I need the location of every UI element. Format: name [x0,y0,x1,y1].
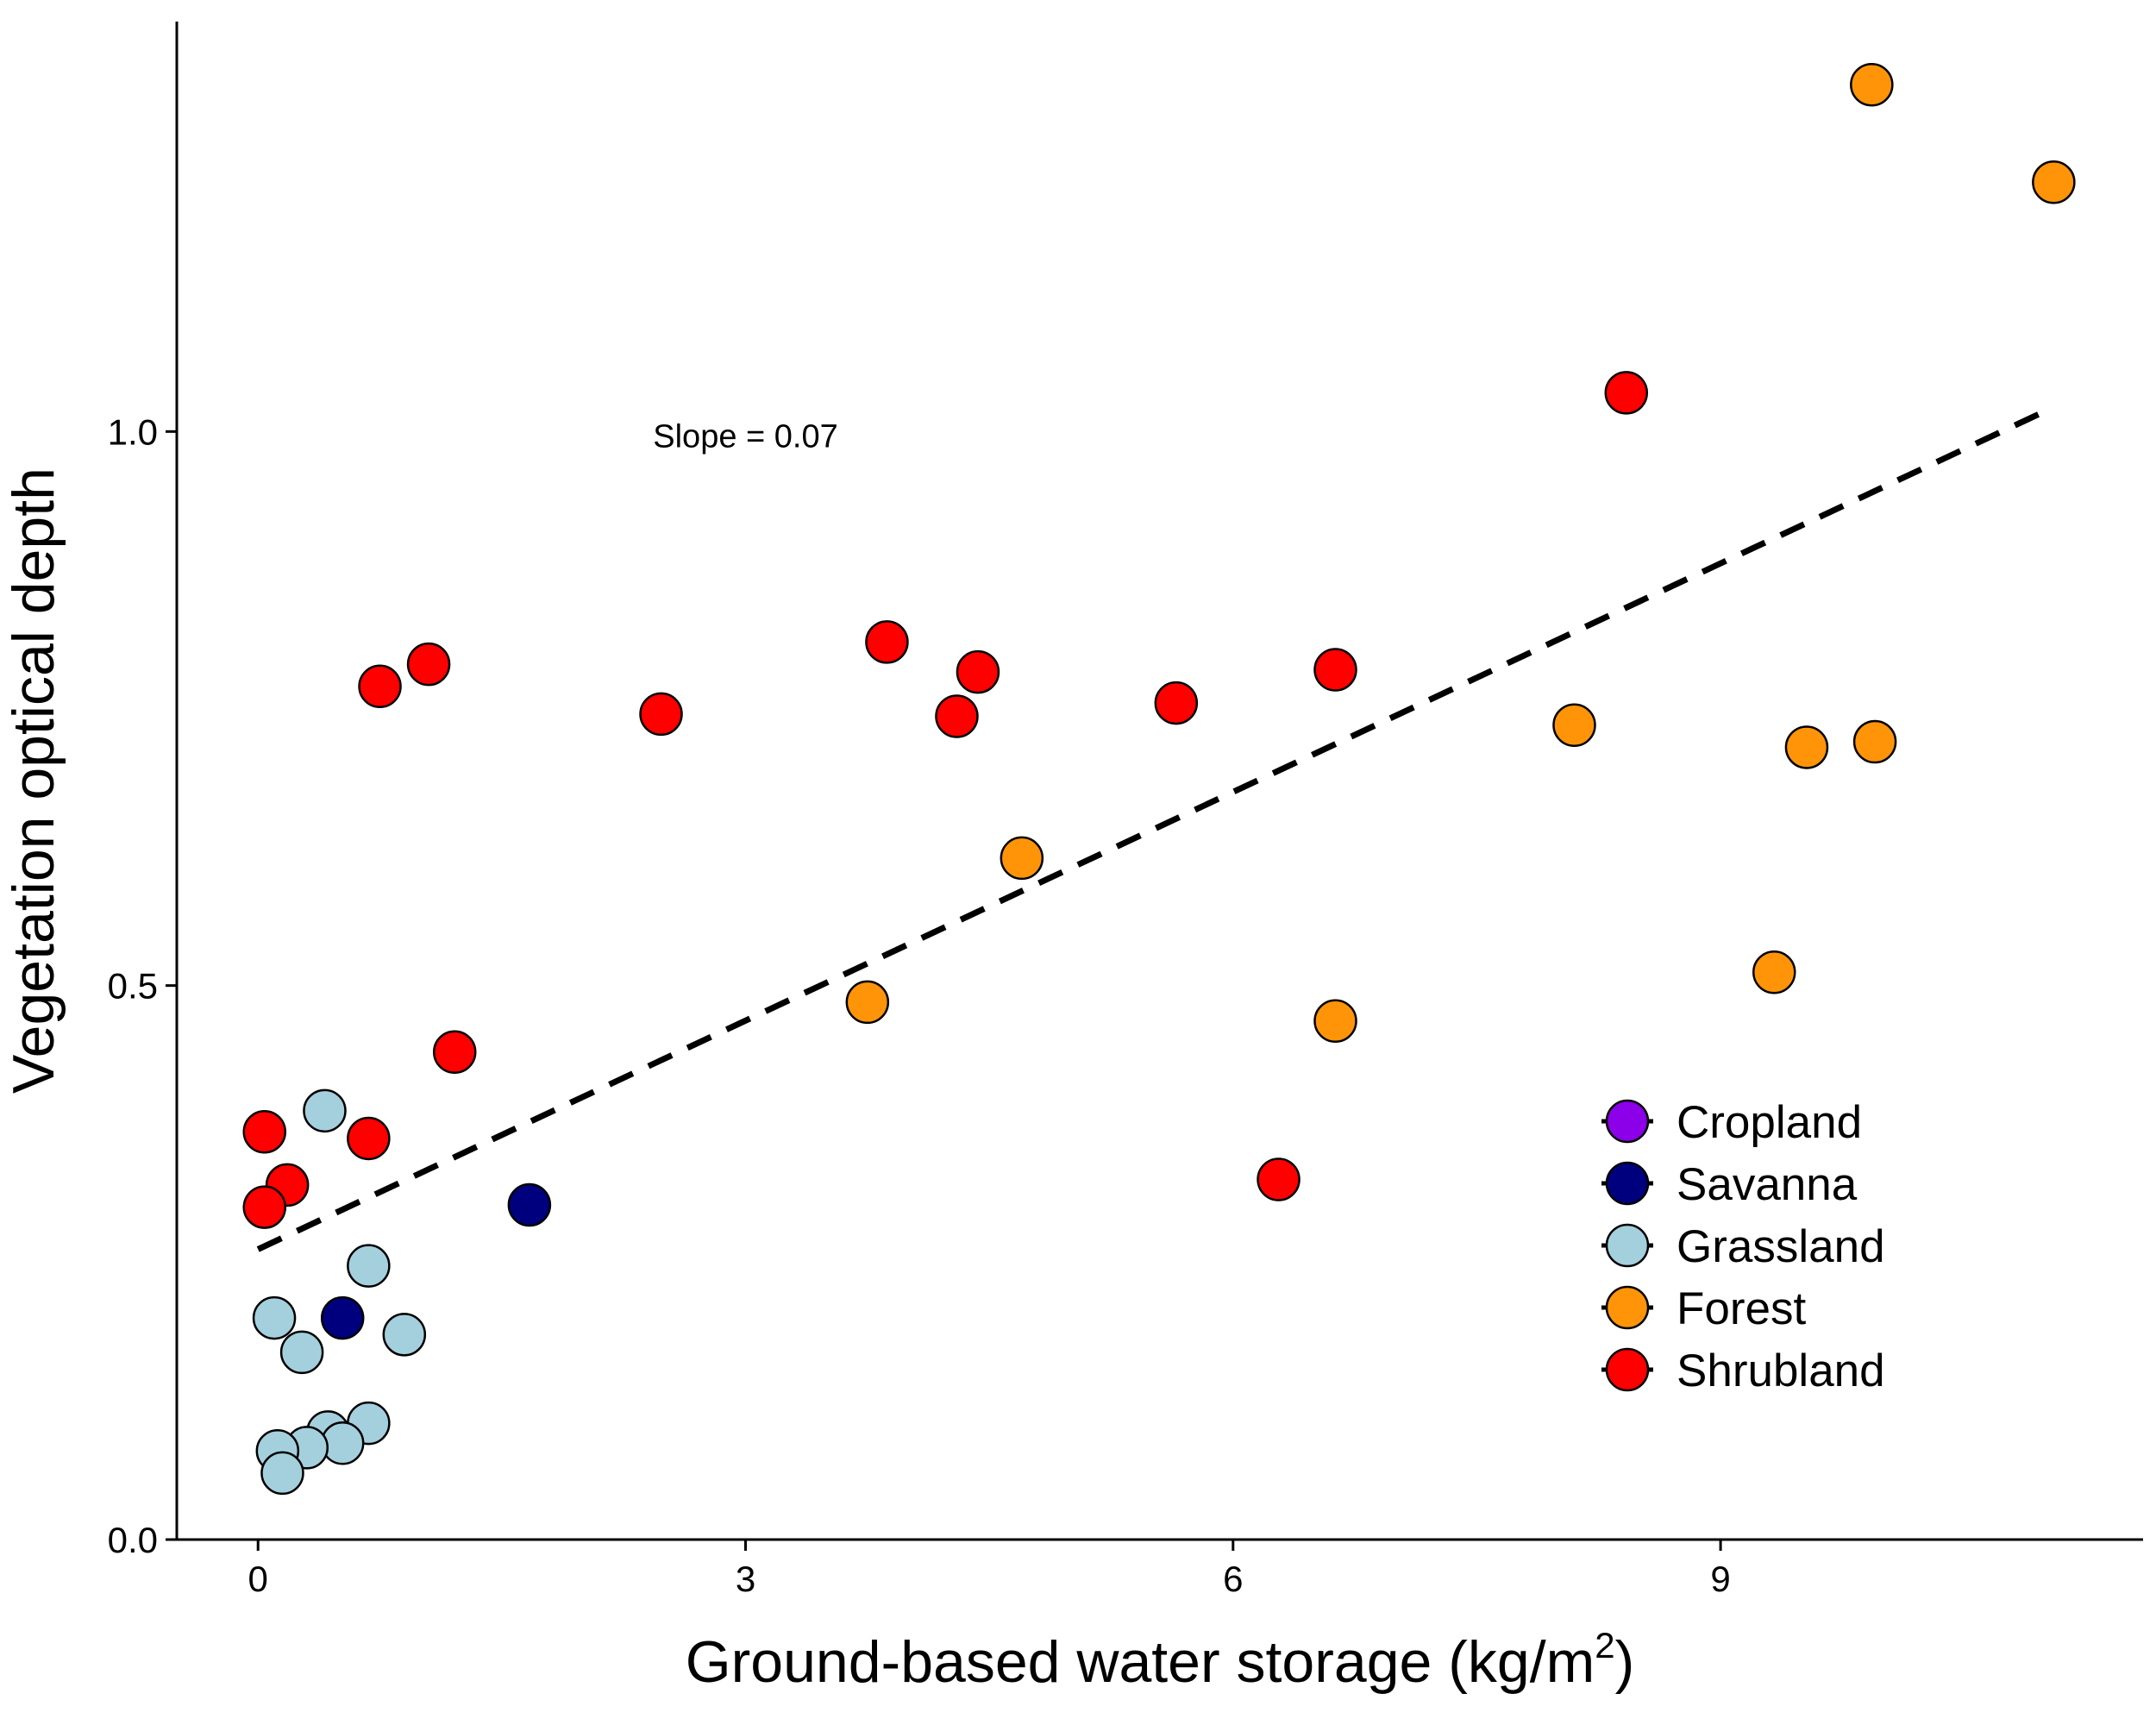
forest-point [1552,703,1596,748]
shrubland-point [406,642,451,687]
legend-key-forest [1605,1285,1650,1330]
forest-point [2032,160,2076,204]
grassland-point [279,1330,324,1375]
legend-label-shrubland: Shrubland [1677,1346,1885,1396]
legend-key-grassland [1605,1223,1650,1268]
x-tick-label: 0 [248,1559,268,1599]
slope-annotation: Slope = 0.07 [653,418,837,455]
data-points [242,62,2076,1496]
grassland-point [303,1088,347,1133]
x-axis-title: Ground-based water storage (kg/m2) [686,1625,1635,1695]
forest-point [1784,725,1829,769]
grassland-point [260,1451,304,1496]
legend-label-savanna: Savanna [1677,1159,1858,1210]
x-tick-label: 9 [1710,1559,1730,1599]
savanna-point [320,1295,365,1340]
x-axis-title-close: ) [1615,1629,1635,1695]
grassland-point [382,1313,427,1357]
grassland-point [347,1244,391,1288]
x-axis-title-superscript: 2 [1595,1625,1614,1665]
y-axis-title: Vegetation optical depth [1,467,66,1094]
shrubland-point [865,620,909,664]
forest-point [1850,62,1894,107]
x-tick-label: 6 [1223,1559,1243,1599]
shrubland-point [956,649,1000,694]
axes: 0 3 6 9 0.0 0.5 1.0 [108,22,2143,1599]
shrubland-point [935,694,979,738]
shrubland-point [1313,648,1357,692]
shrubland-point [1604,371,1649,415]
shrubland-point [1257,1157,1300,1201]
legend-key-savanna [1605,1161,1650,1206]
shrubland-point [1154,681,1199,725]
savanna-point [507,1182,552,1227]
trend-line-group [256,404,2055,1252]
grassland-point [252,1295,297,1340]
forest-point [1752,950,1796,994]
y-tick-label: 0.5 [108,966,158,1007]
shrubland-point [639,692,683,737]
legend-key-shrubland [1605,1347,1650,1392]
legend-key-cropland [1605,1099,1650,1144]
forest-point [1313,999,1357,1044]
x-tick-label: 3 [736,1559,755,1599]
y-tick-label: 0.0 [108,1520,158,1560]
legend-label-cropland: Cropland [1677,1097,1862,1148]
shrubland-point [358,664,402,709]
shrubland-point [242,1109,287,1154]
forest-point [845,980,890,1025]
forest-point [1852,719,1897,764]
legend: Cropland Savanna Grassland Forest Shrubland [1601,1097,1885,1396]
shrubland-point [432,1030,477,1074]
shrubland-point [347,1116,391,1161]
shrubland-point [242,1185,287,1229]
trend-line [256,404,2055,1252]
x-axis-title-main: Ground-based water storage (kg/m [686,1629,1595,1695]
y-tick-label: 1.0 [108,411,158,452]
legend-label-grassland: Grassland [1677,1221,1885,1272]
legend-label-forest: Forest [1677,1283,1806,1334]
forest-point [1000,836,1044,881]
